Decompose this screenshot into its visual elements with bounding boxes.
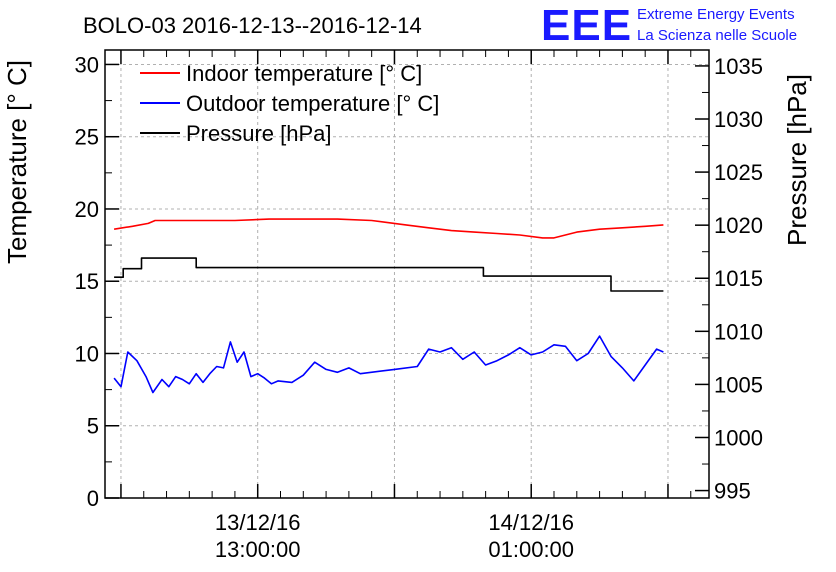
x-tick-label-time: 01:00:00 (488, 537, 574, 562)
right-tick-label: 1010 (714, 319, 763, 344)
series-line-1 (113, 335, 664, 394)
legend-label-0: Indoor temperature [° C] (186, 61, 422, 86)
grid (105, 50, 709, 498)
logo-line-1: Extreme Energy Events (637, 6, 795, 23)
right-tick-label: 1000 (714, 425, 763, 450)
legend-label-1: Outdoor temperature [° C] (186, 91, 439, 116)
left-axis-title: Temperature [° C] (2, 60, 32, 264)
left-tick-label: 25 (75, 125, 99, 150)
eee-logo: EEE Extreme Energy Events La Scienza nel… (541, 1, 797, 50)
logo-line-2: La Scienza nelle Scuole (637, 27, 797, 44)
left-tick-label: 0 (87, 486, 99, 511)
series-line-2 (114, 257, 664, 292)
right-axis-title: Pressure [hPa] (782, 74, 812, 246)
right-tick-label: 1035 (714, 54, 763, 79)
left-tick-label: 15 (75, 269, 99, 294)
x-tick-label-date: 14/12/16 (488, 510, 574, 535)
left-tick-label: 30 (75, 52, 99, 77)
chart-title: BOLO-03 2016-12-13--2016-12-14 (83, 13, 422, 38)
left-tick-label: 10 (75, 341, 99, 366)
series-layer (113, 218, 664, 394)
legend-label-2: Pressure [hPa] (186, 121, 332, 146)
right-tick-label: 995 (714, 479, 751, 504)
right-tick-label: 1025 (714, 160, 763, 185)
right-tick-label: 1005 (714, 372, 763, 397)
left-tick-label: 20 (75, 197, 99, 222)
plot-frame (104, 49, 710, 499)
left-axis: 0 5 10 15 20 25 30 (75, 52, 119, 511)
right-tick-label: 1015 (714, 266, 763, 291)
legend: Indoor temperature [° C] Outdoor temperat… (140, 61, 439, 146)
left-tick-label: 5 (87, 414, 99, 439)
right-axis: 995 1000 1005 1010 1015 1020 1025 1030 1035 (695, 54, 763, 504)
right-tick-label: 1020 (714, 213, 763, 238)
right-tick-label: 1030 (714, 107, 763, 132)
x-tick-label-time: 13:00:00 (215, 537, 301, 562)
series-line-0 (113, 218, 664, 239)
x-tick-label-date: 13/12/16 (215, 510, 301, 535)
logo-mark: EEE (541, 1, 632, 50)
